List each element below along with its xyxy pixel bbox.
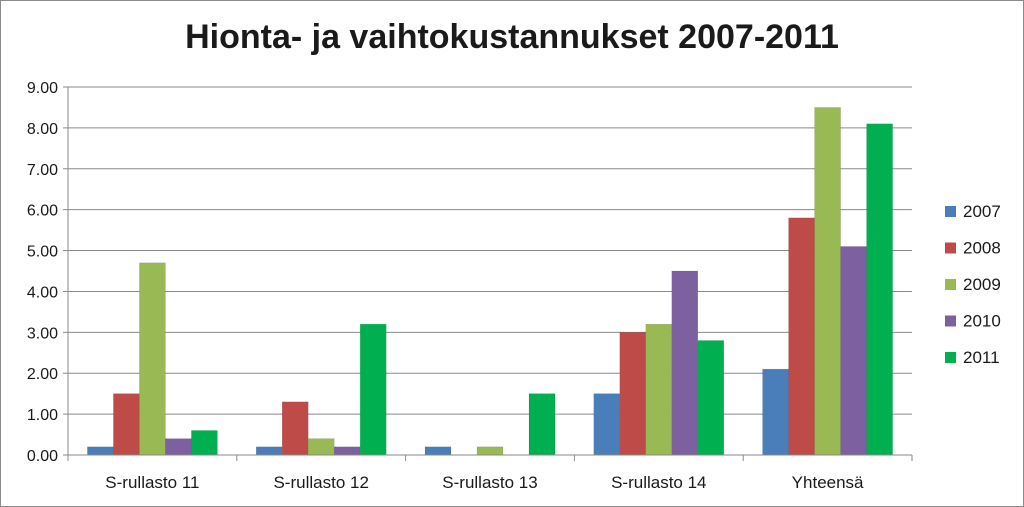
y-tick-label: 5.00 <box>27 244 58 261</box>
bar-2007-5 <box>762 368 789 456</box>
legend-swatch-2007 <box>945 206 956 217</box>
y-tick-label: 6.00 <box>27 203 58 220</box>
bar-2011-2 <box>359 323 387 456</box>
bar-2010-5 <box>840 246 867 456</box>
bar-2009-5 <box>814 107 841 456</box>
bar-2008-2 <box>281 401 309 456</box>
bar-2010-2 <box>333 446 361 456</box>
bar-2009-3 <box>476 446 504 456</box>
bar-2007-3 <box>424 446 452 456</box>
bar-2009-2 <box>307 438 335 456</box>
y-tick-label: 3.00 <box>27 325 58 342</box>
legend-swatch-2009 <box>945 279 956 290</box>
legend: 2007 2008 2009 2010 2011 <box>945 202 1001 367</box>
bar-2011-4 <box>697 340 725 456</box>
chart-title: Hionta- ja vaihtokustannukset 2007-2011 <box>185 18 839 56</box>
bar-2008-5 <box>788 217 815 456</box>
bar-2007-2 <box>255 446 283 456</box>
y-tick-label: 7.00 <box>27 162 58 179</box>
bar-2011-3 <box>528 393 556 456</box>
axes <box>63 86 913 461</box>
bars <box>87 107 893 456</box>
legend-swatch-2010 <box>945 315 956 327</box>
y-tick-label: 1.00 <box>27 407 58 424</box>
legend-label-2009: 2009 <box>963 275 1001 294</box>
x-tick-label: S-rullasto 14 <box>611 473 706 492</box>
bar-2010-4 <box>671 270 699 456</box>
legend-label-2011: 2011 <box>963 348 1000 367</box>
legend-swatch-2011 <box>945 352 956 363</box>
bar-2007-1 <box>87 446 114 456</box>
bar-2011-1 <box>191 430 218 456</box>
bar-2008-4 <box>619 332 647 456</box>
bar-2009-4 <box>645 323 673 456</box>
y-axis-tick-labels: 0.00 1.00 2.00 3.00 4.00 5.00 6.00 7.00 8.00 9.00 <box>27 80 58 465</box>
y-tick-label: 2.00 <box>27 366 58 383</box>
bar-2008-1 <box>113 393 140 456</box>
bar-2009-1 <box>139 262 166 456</box>
bar-2007-4 <box>593 393 621 456</box>
x-tick-label: Yhteensä <box>792 473 864 492</box>
y-tick-label: 9.00 <box>27 80 58 97</box>
legend-swatch-2008 <box>945 242 956 254</box>
legend-label-2007: 2007 <box>963 202 1001 221</box>
x-tick-label: S-rullasto 13 <box>442 473 537 492</box>
legend-label-2010: 2010 <box>963 312 1001 331</box>
legend-label-2008: 2008 <box>963 239 1001 258</box>
bar-2011-5 <box>866 123 893 456</box>
y-tick-label: 8.00 <box>27 121 58 138</box>
y-tick-label: 0.00 <box>27 448 58 465</box>
x-axis-tick-labels: S-rullasto 11 S-rullasto 12 S-rullasto 13 S… <box>105 473 864 492</box>
x-tick-label: S-rullasto 12 <box>273 473 368 492</box>
bar-2010-1 <box>165 438 192 456</box>
y-tick-label: 4.00 <box>27 284 58 301</box>
x-tick-label: S-rullasto 11 <box>105 473 199 492</box>
